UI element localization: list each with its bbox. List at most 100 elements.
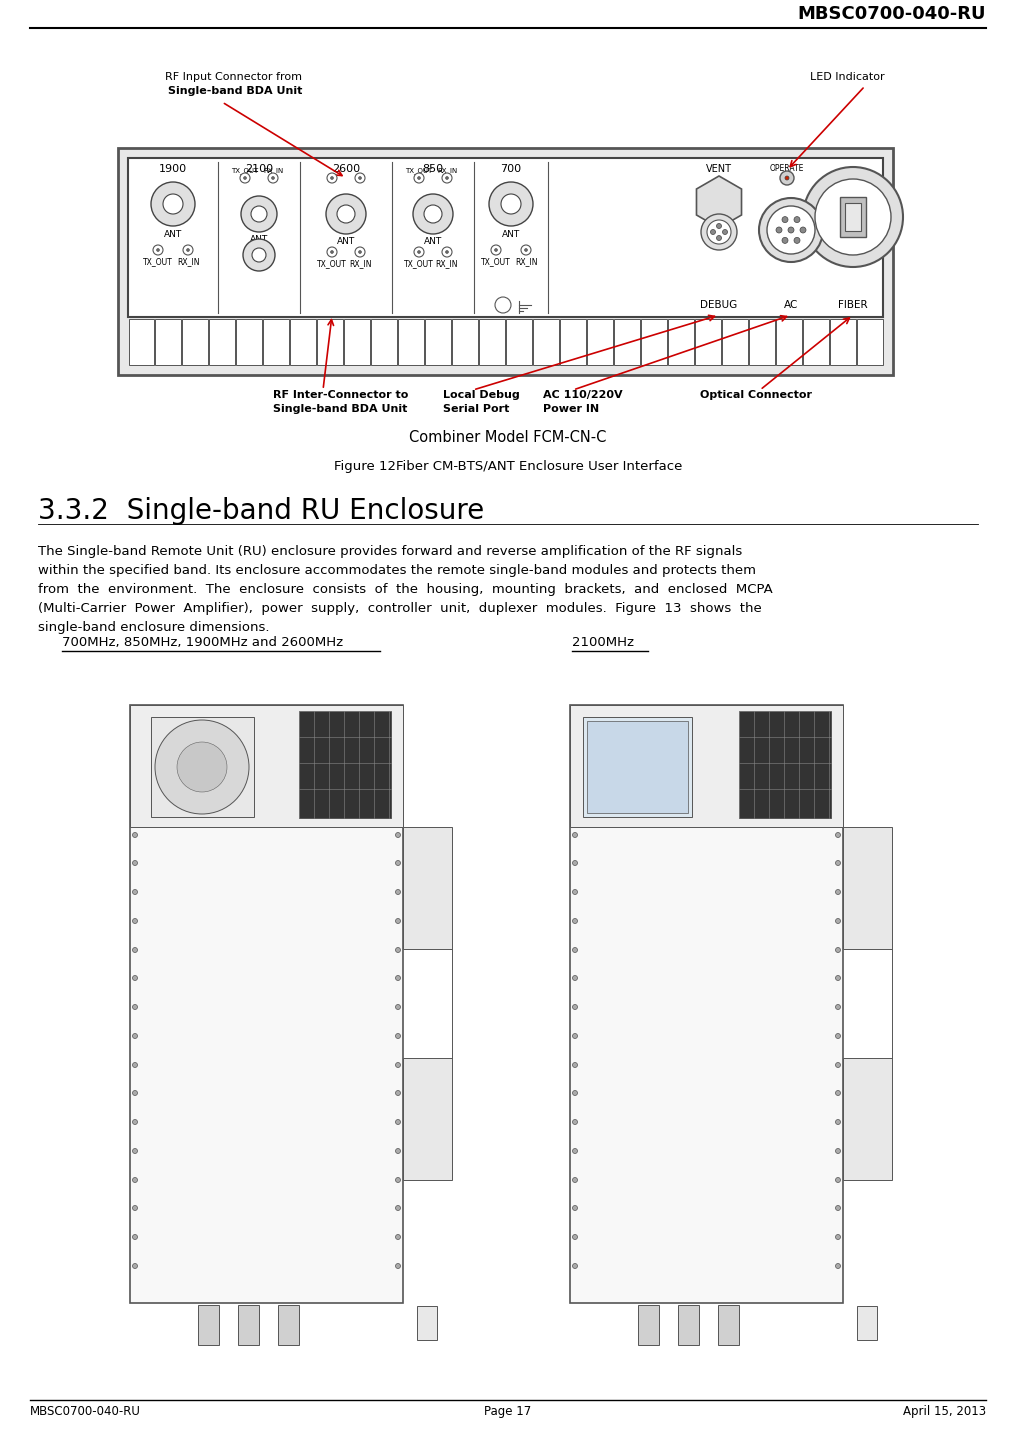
Bar <box>403 1058 452 1180</box>
Bar <box>587 319 613 365</box>
Circle shape <box>132 889 137 895</box>
Circle shape <box>572 832 577 838</box>
Circle shape <box>572 1148 577 1154</box>
Circle shape <box>716 223 721 229</box>
Text: MBSC0700-040-RU: MBSC0700-040-RU <box>30 1406 141 1419</box>
Bar <box>151 716 254 817</box>
Circle shape <box>572 1062 577 1068</box>
Text: RX_IN: RX_IN <box>348 259 371 267</box>
Text: The Single-band Remote Unit (RU) enclosure provides forward and reverse amplific: The Single-band Remote Unit (RU) enclosu… <box>38 545 743 558</box>
Bar <box>209 319 236 365</box>
Circle shape <box>707 220 731 245</box>
Bar <box>749 319 774 365</box>
Bar <box>237 319 262 365</box>
Circle shape <box>710 229 715 235</box>
Text: ANT: ANT <box>250 235 268 245</box>
Circle shape <box>395 975 400 981</box>
Circle shape <box>132 1120 137 1124</box>
Circle shape <box>355 247 365 257</box>
Circle shape <box>132 1234 137 1240</box>
Circle shape <box>835 975 840 981</box>
Circle shape <box>355 173 365 183</box>
Bar <box>371 319 397 365</box>
Circle shape <box>395 1234 400 1240</box>
Bar <box>830 319 855 365</box>
Circle shape <box>337 204 355 223</box>
Circle shape <box>251 206 267 222</box>
Circle shape <box>524 249 527 252</box>
Circle shape <box>132 861 137 865</box>
Circle shape <box>835 1062 840 1068</box>
Circle shape <box>412 194 453 235</box>
Circle shape <box>788 227 793 233</box>
Text: VENT: VENT <box>706 164 732 174</box>
Circle shape <box>767 206 815 255</box>
Text: Single-band BDA Unit: Single-band BDA Unit <box>273 405 407 415</box>
Text: 2100MHz: 2100MHz <box>572 636 634 649</box>
Circle shape <box>132 948 137 952</box>
Circle shape <box>395 832 400 838</box>
Circle shape <box>716 236 721 240</box>
Circle shape <box>132 975 137 981</box>
Circle shape <box>835 861 840 865</box>
Bar <box>775 319 802 365</box>
Bar <box>803 319 829 365</box>
Text: RX_IN: RX_IN <box>436 259 458 267</box>
Bar <box>130 705 403 827</box>
Text: 850: 850 <box>423 164 444 174</box>
Circle shape <box>243 239 275 272</box>
Bar <box>638 1306 659 1346</box>
Circle shape <box>835 1148 840 1154</box>
Circle shape <box>241 196 277 232</box>
Circle shape <box>572 1177 577 1183</box>
Bar <box>843 1058 892 1180</box>
Bar <box>238 1306 259 1346</box>
Circle shape <box>780 172 793 184</box>
Text: 700MHz, 850MHz, 1900MHz and 2600MHz: 700MHz, 850MHz, 1900MHz and 2600MHz <box>62 636 343 649</box>
Text: April 15, 2013: April 15, 2013 <box>903 1406 986 1419</box>
Bar <box>570 705 843 1303</box>
Circle shape <box>491 245 501 255</box>
Bar <box>128 157 883 317</box>
Circle shape <box>163 194 183 214</box>
Bar <box>843 827 892 950</box>
Circle shape <box>132 1177 137 1183</box>
Circle shape <box>572 948 577 952</box>
Circle shape <box>395 1091 400 1095</box>
Text: 700: 700 <box>501 164 521 174</box>
Circle shape <box>177 742 227 792</box>
Circle shape <box>330 250 333 253</box>
Bar <box>183 319 208 365</box>
Circle shape <box>151 182 195 226</box>
Circle shape <box>835 1234 840 1240</box>
Text: RF Inter-Connector to: RF Inter-Connector to <box>273 390 408 400</box>
Text: within the specified band. Its enclosure accommodates the remote single-band mod: within the specified band. Its enclosure… <box>38 563 756 576</box>
Bar <box>856 319 883 365</box>
Bar <box>278 1306 299 1346</box>
Bar <box>614 319 640 365</box>
Circle shape <box>793 216 800 223</box>
Bar <box>587 721 688 814</box>
Circle shape <box>835 889 840 895</box>
Circle shape <box>495 249 498 252</box>
Circle shape <box>572 1004 577 1010</box>
Bar <box>583 716 692 817</box>
Text: ANT: ANT <box>337 237 356 246</box>
Bar <box>425 319 451 365</box>
Bar <box>641 319 666 365</box>
Circle shape <box>132 1148 137 1154</box>
Circle shape <box>418 176 421 180</box>
Text: 2600: 2600 <box>332 164 360 174</box>
Bar <box>403 827 452 950</box>
Text: FIBER: FIBER <box>838 300 868 310</box>
Circle shape <box>501 194 521 214</box>
Bar <box>299 711 391 818</box>
Circle shape <box>244 176 247 180</box>
Circle shape <box>722 229 727 235</box>
Circle shape <box>252 247 266 262</box>
Circle shape <box>395 1205 400 1211</box>
Text: Power IN: Power IN <box>543 405 599 415</box>
Circle shape <box>359 176 362 180</box>
Circle shape <box>395 1177 400 1183</box>
Circle shape <box>395 861 400 865</box>
